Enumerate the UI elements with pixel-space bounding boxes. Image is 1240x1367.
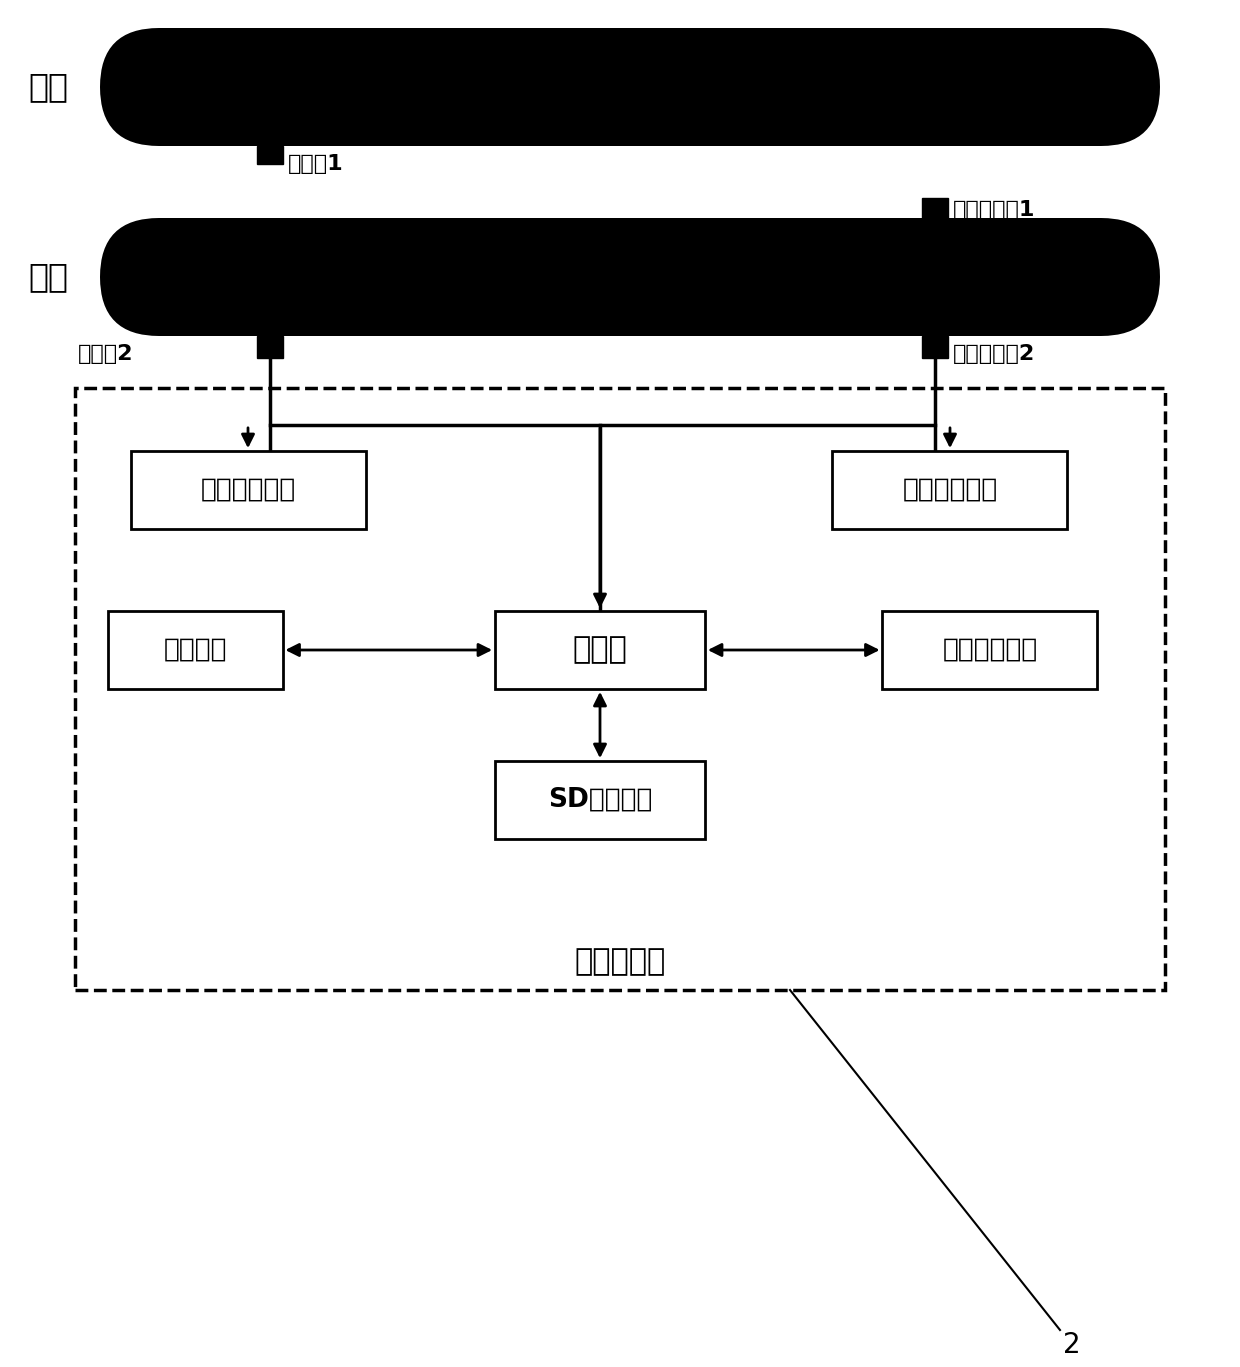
FancyBboxPatch shape	[100, 217, 1159, 336]
Text: 出水: 出水	[29, 261, 68, 294]
Bar	[74, 388, 1166, 990]
Text: 超声传感器1: 超声传感器1	[954, 200, 1035, 220]
Bar	[883, 611, 1097, 689]
Text: 工控机: 工控机	[573, 636, 627, 664]
Text: 冷量记录仪: 冷量记录仪	[574, 947, 666, 976]
Text: 2: 2	[1063, 1331, 1081, 1359]
Text: 短信发送模块: 短信发送模块	[942, 637, 1038, 663]
Text: 铂电阻1: 铂电阻1	[288, 154, 343, 174]
Text: 温度采集模块: 温度采集模块	[201, 477, 295, 503]
Text: SD卡存储器: SD卡存储器	[548, 787, 652, 813]
Text: 时钟模块: 时钟模块	[164, 637, 227, 663]
Bar	[923, 198, 949, 217]
Bar	[130, 451, 366, 529]
Text: 回水: 回水	[29, 71, 68, 104]
Bar	[923, 336, 949, 358]
Bar	[495, 761, 706, 839]
Bar	[832, 451, 1068, 529]
Text: 铂电阻2: 铂电阻2	[78, 344, 134, 364]
FancyBboxPatch shape	[100, 27, 1159, 146]
Bar	[495, 611, 706, 689]
Bar	[257, 146, 283, 164]
Text: 超声传感器2: 超声传感器2	[954, 344, 1035, 364]
Bar	[108, 611, 283, 689]
Bar	[257, 336, 283, 358]
Text: 流量采集模块: 流量采集模块	[903, 477, 998, 503]
